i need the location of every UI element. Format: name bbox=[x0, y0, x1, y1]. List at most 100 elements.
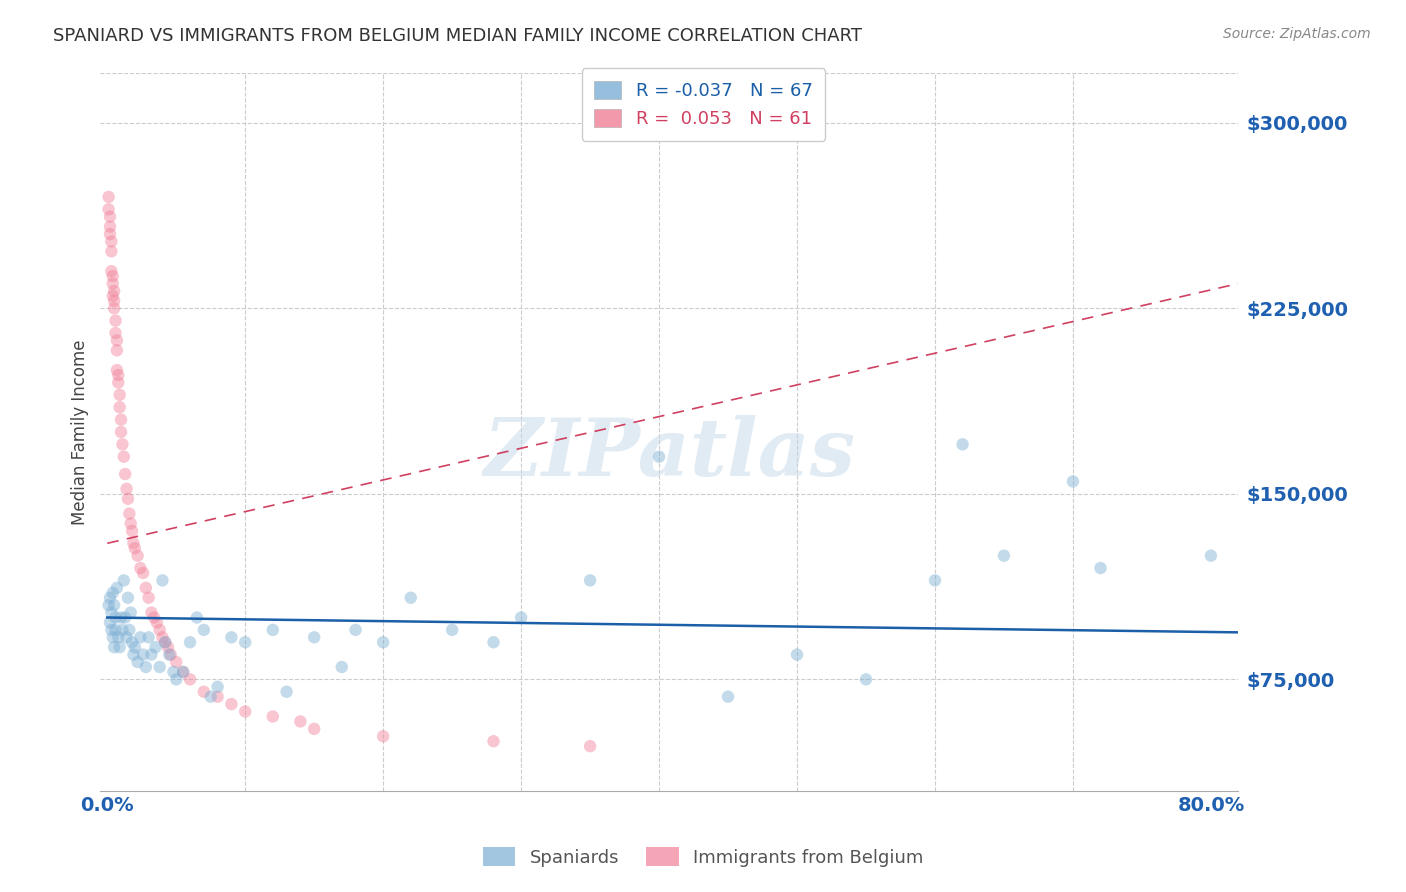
Point bbox=[441, 623, 464, 637]
Point bbox=[1062, 475, 1084, 489]
Point bbox=[153, 635, 176, 649]
Point bbox=[115, 630, 138, 644]
Point bbox=[482, 635, 505, 649]
Point bbox=[127, 549, 149, 563]
Point bbox=[115, 482, 138, 496]
Point bbox=[105, 581, 128, 595]
Point bbox=[156, 640, 179, 655]
Point bbox=[100, 623, 122, 637]
Point bbox=[1090, 561, 1112, 575]
Text: SPANIARD VS IMMIGRANTS FROM BELGIUM MEDIAN FAMILY INCOME CORRELATION CHART: SPANIARD VS IMMIGRANTS FROM BELGIUM MEDI… bbox=[53, 27, 862, 45]
Point bbox=[118, 623, 141, 637]
Point bbox=[510, 610, 533, 624]
Point bbox=[103, 293, 125, 308]
Point bbox=[373, 635, 395, 649]
Point bbox=[165, 655, 187, 669]
Point bbox=[101, 630, 124, 644]
Point bbox=[105, 334, 128, 348]
Point bbox=[302, 722, 325, 736]
Point bbox=[152, 574, 174, 588]
Point bbox=[111, 623, 134, 637]
Point bbox=[120, 606, 142, 620]
Point bbox=[330, 660, 353, 674]
Point bbox=[149, 623, 172, 637]
Point bbox=[152, 630, 174, 644]
Point bbox=[101, 277, 124, 291]
Point bbox=[132, 648, 155, 662]
Point bbox=[179, 673, 201, 687]
Point bbox=[221, 697, 243, 711]
Point bbox=[110, 412, 132, 426]
Point bbox=[579, 739, 602, 754]
Point bbox=[138, 630, 160, 644]
Point bbox=[117, 591, 139, 605]
Point bbox=[1199, 549, 1222, 563]
Point bbox=[186, 610, 208, 624]
Point bbox=[153, 635, 176, 649]
Legend: Spaniards, Immigrants from Belgium: Spaniards, Immigrants from Belgium bbox=[475, 840, 931, 874]
Point bbox=[98, 591, 121, 605]
Point bbox=[108, 640, 131, 655]
Point bbox=[855, 673, 877, 687]
Point bbox=[717, 690, 740, 704]
Point bbox=[105, 363, 128, 377]
Point bbox=[399, 591, 422, 605]
Point bbox=[302, 630, 325, 644]
Point bbox=[121, 635, 143, 649]
Point bbox=[111, 437, 134, 451]
Point bbox=[135, 581, 157, 595]
Point bbox=[101, 289, 124, 303]
Point bbox=[97, 598, 120, 612]
Point bbox=[120, 516, 142, 531]
Point bbox=[993, 549, 1015, 563]
Point bbox=[924, 574, 946, 588]
Point bbox=[276, 684, 298, 698]
Point bbox=[124, 541, 146, 556]
Point bbox=[207, 680, 229, 694]
Point bbox=[193, 623, 215, 637]
Point bbox=[143, 610, 166, 624]
Point bbox=[193, 684, 215, 698]
Point bbox=[132, 566, 155, 580]
Point bbox=[122, 536, 145, 550]
Point bbox=[112, 574, 135, 588]
Point bbox=[104, 313, 127, 327]
Point bbox=[233, 635, 256, 649]
Point bbox=[207, 690, 229, 704]
Point bbox=[97, 202, 120, 217]
Point bbox=[141, 648, 163, 662]
Point bbox=[107, 630, 129, 644]
Point bbox=[104, 610, 127, 624]
Point bbox=[104, 623, 127, 637]
Point bbox=[165, 673, 187, 687]
Point bbox=[157, 648, 180, 662]
Text: Source: ZipAtlas.com: Source: ZipAtlas.com bbox=[1223, 27, 1371, 41]
Point bbox=[172, 665, 194, 679]
Point bbox=[129, 630, 152, 644]
Point bbox=[100, 235, 122, 249]
Text: ZIPatlas: ZIPatlas bbox=[484, 415, 855, 492]
Point bbox=[200, 690, 222, 704]
Point bbox=[98, 615, 121, 630]
Point bbox=[648, 450, 671, 464]
Point bbox=[110, 425, 132, 439]
Point bbox=[103, 284, 125, 298]
Point bbox=[952, 437, 974, 451]
Point bbox=[97, 190, 120, 204]
Y-axis label: Median Family Income: Median Family Income bbox=[72, 339, 89, 524]
Point bbox=[344, 623, 367, 637]
Point bbox=[233, 705, 256, 719]
Point bbox=[129, 561, 152, 575]
Point bbox=[579, 574, 602, 588]
Point bbox=[117, 491, 139, 506]
Point bbox=[138, 591, 160, 605]
Point bbox=[98, 219, 121, 234]
Point bbox=[373, 729, 395, 743]
Point bbox=[103, 301, 125, 316]
Point bbox=[98, 227, 121, 241]
Point bbox=[101, 269, 124, 284]
Point bbox=[127, 655, 149, 669]
Point bbox=[135, 660, 157, 674]
Point bbox=[103, 640, 125, 655]
Point bbox=[482, 734, 505, 748]
